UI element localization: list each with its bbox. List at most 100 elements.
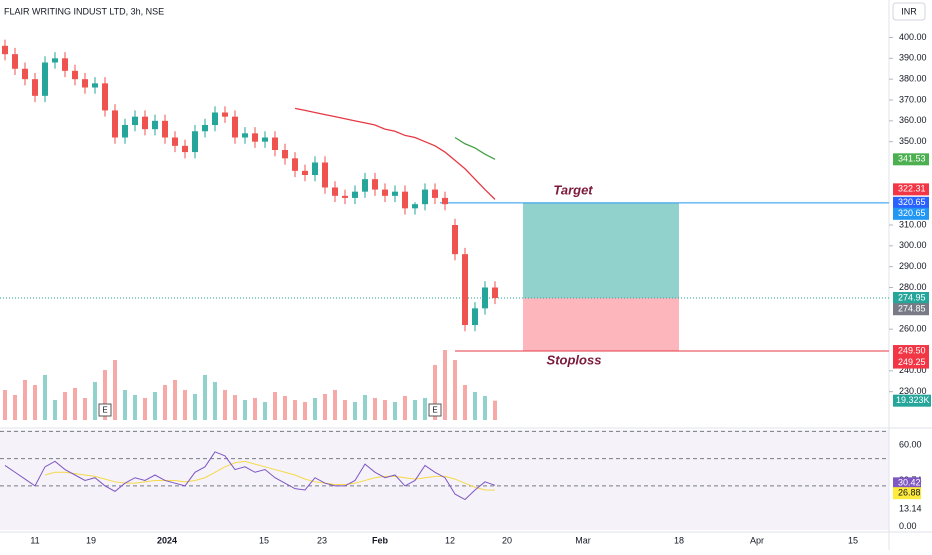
candle-body — [372, 179, 378, 190]
earnings-label: E — [102, 406, 107, 415]
candle-body — [292, 158, 298, 171]
rsi-badge — [893, 487, 921, 500]
volume-bar — [413, 400, 417, 420]
earnings-marker — [428, 403, 442, 417]
candle-body — [22, 68, 28, 80]
price-badge-label: 274.85 — [898, 304, 926, 314]
stop-label: Stoploss — [547, 352, 602, 367]
price-badge — [893, 292, 929, 305]
earnings-label: E — [432, 406, 437, 415]
candle-body — [332, 187, 338, 196]
volume-bar — [223, 390, 227, 420]
candle-body — [172, 137, 178, 146]
rsi-tick-label: 13.14 — [899, 503, 922, 513]
volume-bar — [143, 398, 147, 420]
y-tick-label: 380.00 — [899, 74, 927, 84]
volume-bar — [73, 388, 77, 420]
rsi_ma-line — [44, 460, 496, 491]
candle-body — [312, 162, 318, 175]
y-tick-label: 260.00 — [899, 324, 927, 334]
candle-body — [492, 287, 498, 299]
volume-bar — [463, 385, 467, 420]
candle-body — [242, 133, 248, 138]
volume-bar — [233, 395, 237, 420]
candle-body — [2, 45, 8, 55]
volume-bar — [493, 400, 497, 420]
volume-bar — [133, 395, 137, 420]
candle-body — [202, 125, 208, 132]
candle-body — [272, 137, 278, 150]
y-tick-label: 280.00 — [899, 282, 927, 292]
x-tick-label: 2024 — [157, 535, 177, 545]
candle-body — [132, 116, 138, 125]
volume-bar — [453, 360, 457, 420]
chart-title: FLAIR WRITING INDUST LTD, 3h, NSE — [4, 6, 164, 16]
volume-bar — [383, 400, 387, 420]
candle-body — [112, 110, 118, 138]
price-badge-label: 320.65 — [898, 197, 926, 207]
price-badge-label: 322.31 — [898, 184, 926, 194]
volume-bar — [83, 398, 87, 420]
volume-bar — [33, 385, 37, 420]
x-tick-label: 15 — [259, 535, 269, 545]
volume-bar — [373, 398, 377, 420]
x-tick-label: 12 — [445, 535, 455, 545]
x-tick-label: 23 — [317, 535, 327, 545]
volume-bar — [443, 350, 447, 420]
volume-bar — [303, 402, 307, 420]
volume-bar — [473, 392, 477, 420]
x-tick-label: 11 — [30, 535, 39, 545]
moving-average — [454, 136, 496, 160]
x-tick-label: 18 — [674, 535, 684, 545]
price-badge-label: 341.53 — [898, 154, 926, 164]
volume-bar — [23, 380, 27, 420]
candle-body — [72, 70, 78, 80]
candle-body — [432, 189, 438, 198]
rsi-badge-label: 30.42 — [898, 478, 921, 488]
currency-button[interactable] — [892, 2, 926, 21]
volume-bar — [173, 380, 177, 420]
candle-body — [222, 112, 228, 117]
price-badge — [893, 153, 929, 166]
volume-bar — [123, 390, 127, 420]
volume-bar — [293, 400, 297, 420]
candle-body — [382, 189, 388, 196]
candle-body — [322, 162, 328, 188]
price-badge — [893, 196, 929, 209]
y-tick-label: 310.00 — [899, 219, 927, 229]
volume-bar — [353, 402, 357, 420]
candle-body — [422, 189, 428, 205]
rsi-badge — [893, 477, 921, 490]
currency-label[interactable]: INR — [901, 6, 917, 16]
x-tick-label: Apr — [750, 535, 764, 545]
candle-body — [252, 133, 258, 142]
candle-body — [122, 125, 128, 138]
volume-bar — [323, 394, 327, 420]
price-badge — [893, 183, 929, 196]
volume-bar — [343, 400, 347, 420]
price-badge-label: 274.95 — [898, 292, 926, 302]
candle-body — [412, 204, 418, 209]
candle-body — [12, 54, 18, 69]
target-label: Target — [553, 182, 593, 197]
volume-bar — [393, 402, 397, 420]
volume-bar — [253, 398, 257, 420]
y-tick-label: 370.00 — [899, 94, 927, 104]
candle-body — [192, 131, 198, 153]
candle-body — [152, 120, 158, 130]
volume-bar — [263, 402, 267, 420]
volume-bar — [213, 382, 217, 420]
volume-bar — [13, 395, 17, 420]
volume-bar — [53, 400, 57, 420]
candle-body — [342, 195, 348, 198]
candle-body — [102, 83, 108, 111]
volume-badge-label: 19.323K — [896, 395, 930, 405]
candle-body — [162, 120, 168, 138]
price-badge — [893, 345, 929, 358]
volume-bar — [163, 385, 167, 420]
candle-body — [212, 112, 218, 125]
candle-body — [42, 62, 48, 96]
candle-body — [452, 225, 458, 255]
x-tick-label: 19 — [86, 535, 96, 545]
rsi-tick-label: 60.00 — [899, 439, 922, 449]
